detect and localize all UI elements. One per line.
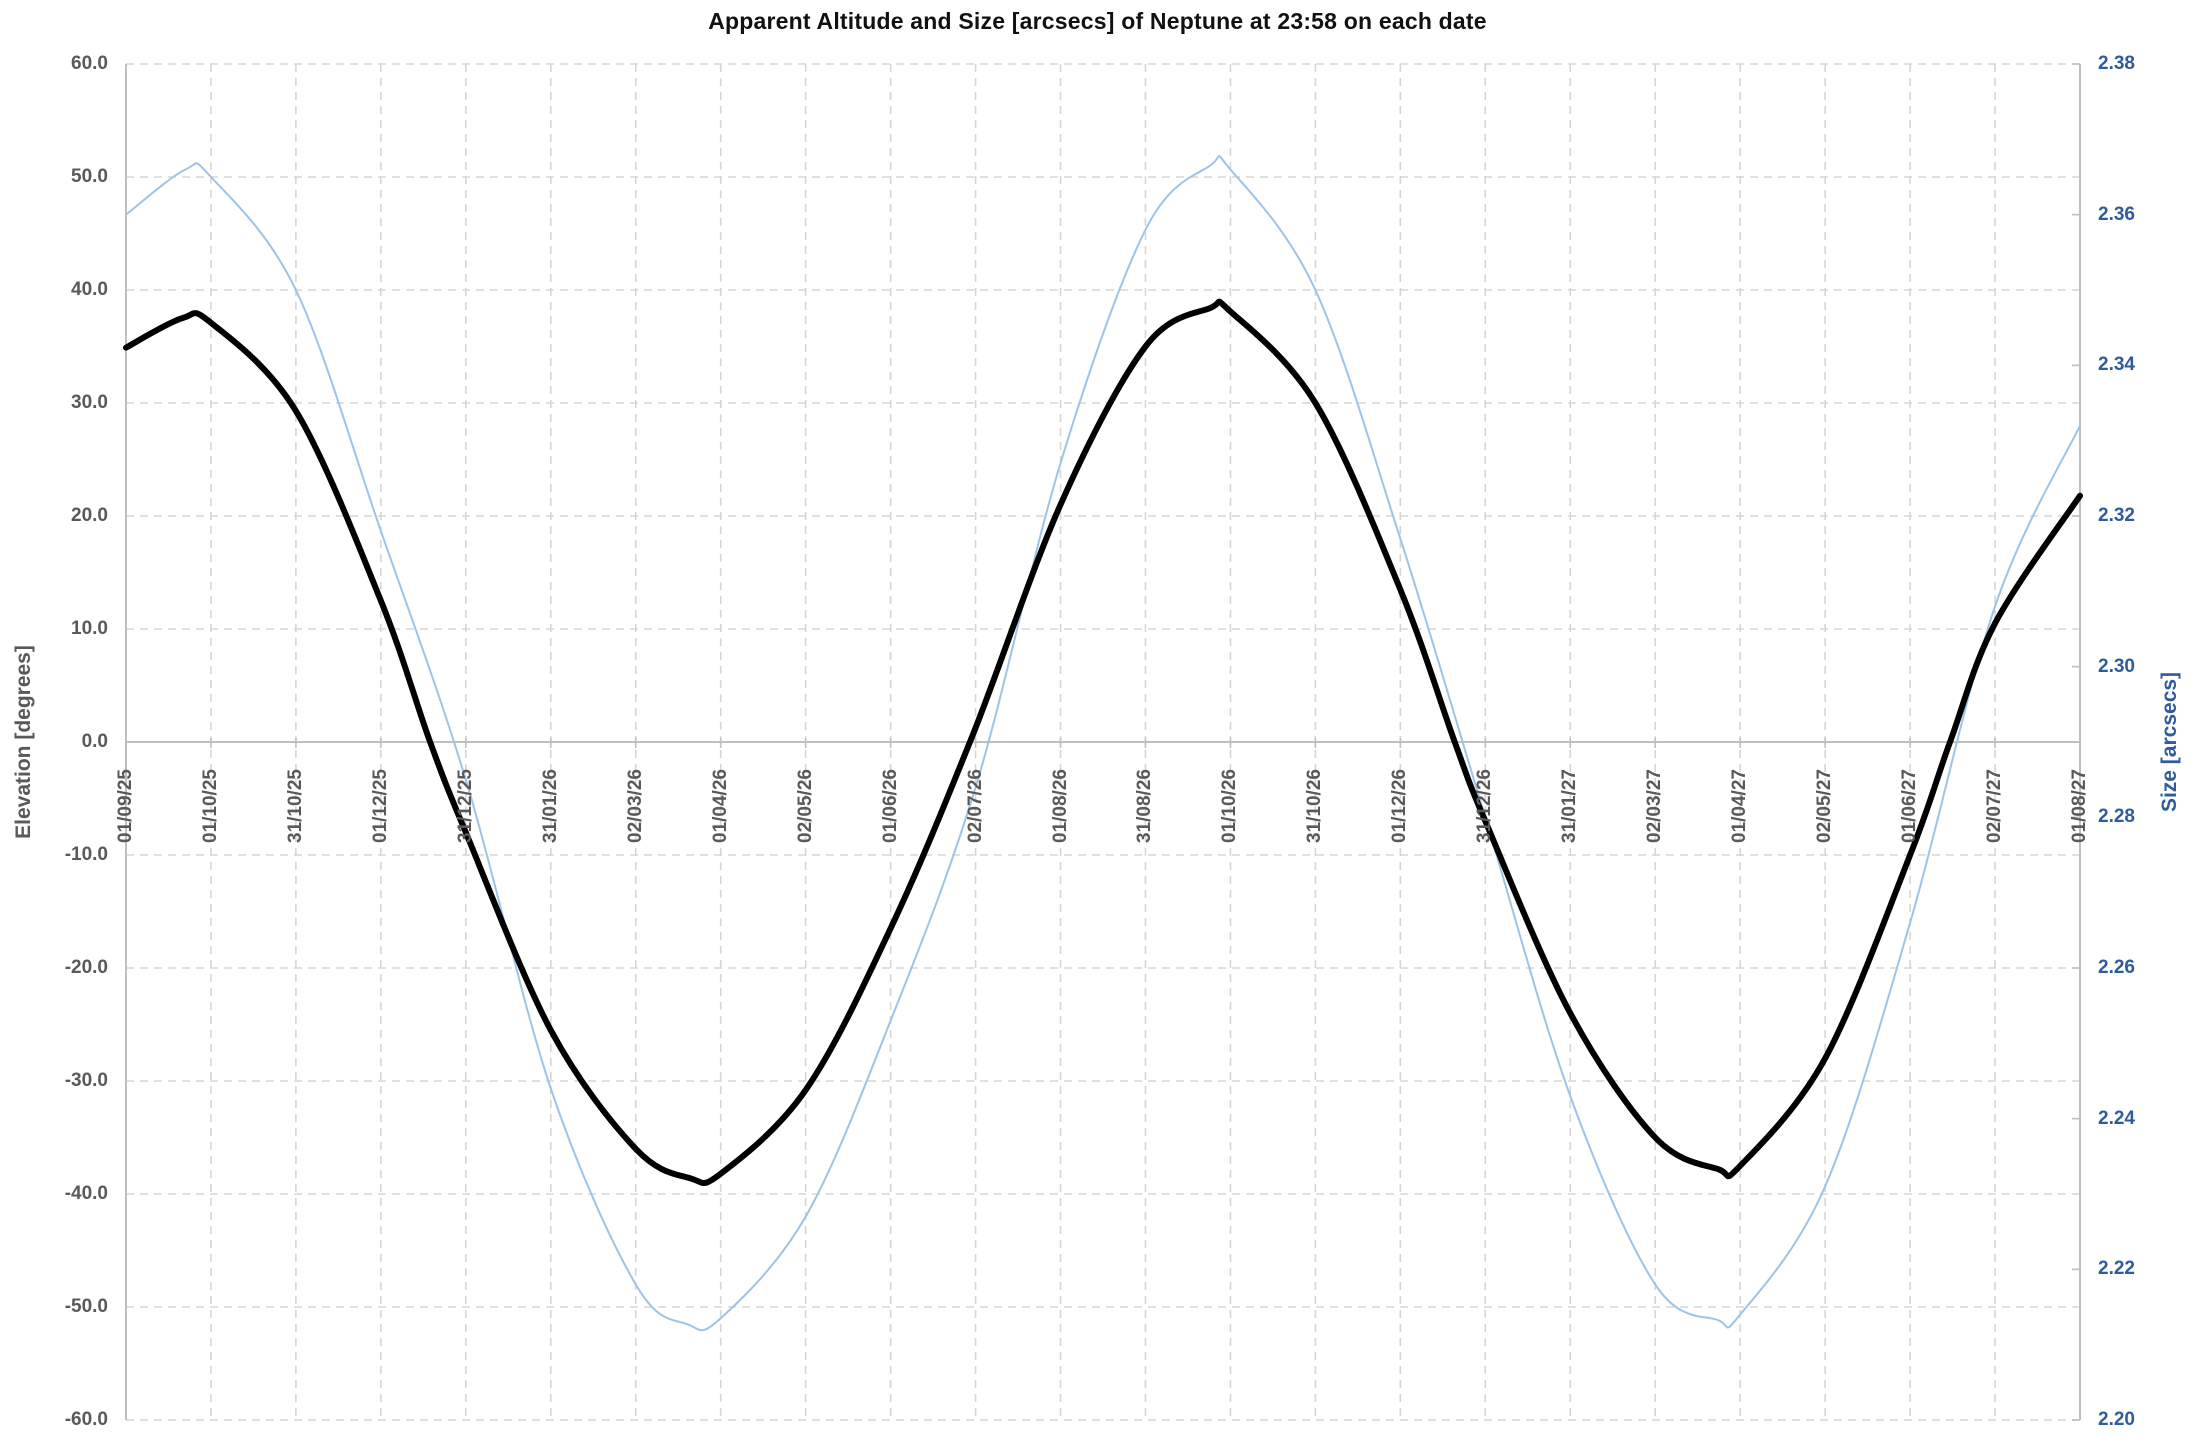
y-left-tick-label: 40.0 bbox=[71, 279, 108, 300]
size-series-line bbox=[125, 155, 2081, 1332]
y-left-tick-label: -50.0 bbox=[64, 1296, 108, 1317]
x-tick-label: 01/06/26 bbox=[879, 769, 901, 843]
x-tick-label: 31/01/27 bbox=[1559, 769, 1581, 843]
y-right-tick-label: 2.28 bbox=[2098, 806, 2135, 828]
y-left-tick-label: 60.0 bbox=[71, 53, 108, 74]
x-tick-label: 02/03/27 bbox=[1644, 769, 1666, 843]
y-right-tick-label: 2.38 bbox=[2098, 53, 2135, 74]
y-left-tick-label: -30.0 bbox=[64, 1070, 108, 1091]
y-right-tick-label: 2.32 bbox=[2098, 505, 2135, 526]
y-left-tick-label: 30.0 bbox=[71, 392, 108, 413]
x-tick-label: 02/07/26 bbox=[964, 769, 986, 843]
x-tick-label: 31/10/26 bbox=[1304, 769, 1326, 843]
y-left-tick-label: 10.0 bbox=[71, 618, 108, 639]
x-tick-label: 31/01/26 bbox=[539, 769, 561, 843]
y-right-tick-label: 2.24 bbox=[2098, 1107, 2135, 1129]
y-left-tick-label: -20.0 bbox=[64, 957, 108, 978]
y-left-tick-label: 50.0 bbox=[71, 166, 108, 187]
x-tick-label: 01/09/25 bbox=[115, 769, 136, 843]
x-tick-label: 01/08/27 bbox=[2069, 769, 2090, 843]
y-right-tick-label: 2.26 bbox=[2098, 957, 2135, 978]
y-right-tick-label: 2.36 bbox=[2098, 203, 2135, 225]
y-left-tick-label: -60.0 bbox=[64, 1409, 108, 1430]
x-tick-label: 02/05/26 bbox=[794, 769, 816, 843]
y-left-tick-label: -40.0 bbox=[64, 1183, 108, 1204]
x-tick-label: 01/04/26 bbox=[709, 769, 731, 843]
x-tick-label: 02/03/26 bbox=[624, 769, 646, 843]
elevation-series-line bbox=[123, 298, 2083, 1186]
y-right-tick-label: 2.22 bbox=[2098, 1258, 2135, 1280]
x-tick-label: 01/10/25 bbox=[199, 769, 221, 843]
x-tick-label: 02/07/27 bbox=[1984, 769, 2006, 843]
x-tick-label: 31/12/26 bbox=[1474, 769, 1496, 843]
x-tick-label: 01/10/26 bbox=[1219, 769, 1241, 843]
x-tick-label: 01/06/27 bbox=[1899, 769, 1921, 843]
y-right-tick-label: 2.30 bbox=[2098, 655, 2135, 677]
x-tick-label: 01/08/26 bbox=[1049, 769, 1071, 843]
y-left-tick-label: 20.0 bbox=[71, 505, 108, 526]
y-left-tick-label: 0.0 bbox=[81, 731, 108, 752]
y-right-tick-label: 2.34 bbox=[2098, 354, 2135, 376]
x-tick-label: 31/12/25 bbox=[454, 769, 476, 843]
x-tick-label: 31/10/25 bbox=[284, 769, 306, 843]
y-right-tick-label: 2.20 bbox=[2098, 1409, 2135, 1430]
x-tick-label: 02/05/27 bbox=[1814, 769, 1836, 843]
chart-title: Apparent Altitude and Size [arcsecs] of … bbox=[708, 8, 1487, 34]
x-tick-label: 31/08/26 bbox=[1134, 769, 1156, 843]
x-tick-label: 01/12/26 bbox=[1389, 769, 1411, 843]
x-tick-label: 01/04/27 bbox=[1729, 769, 1751, 843]
y-left-tick-label: -10.0 bbox=[64, 844, 108, 865]
x-tick-label: 01/12/25 bbox=[369, 769, 391, 843]
